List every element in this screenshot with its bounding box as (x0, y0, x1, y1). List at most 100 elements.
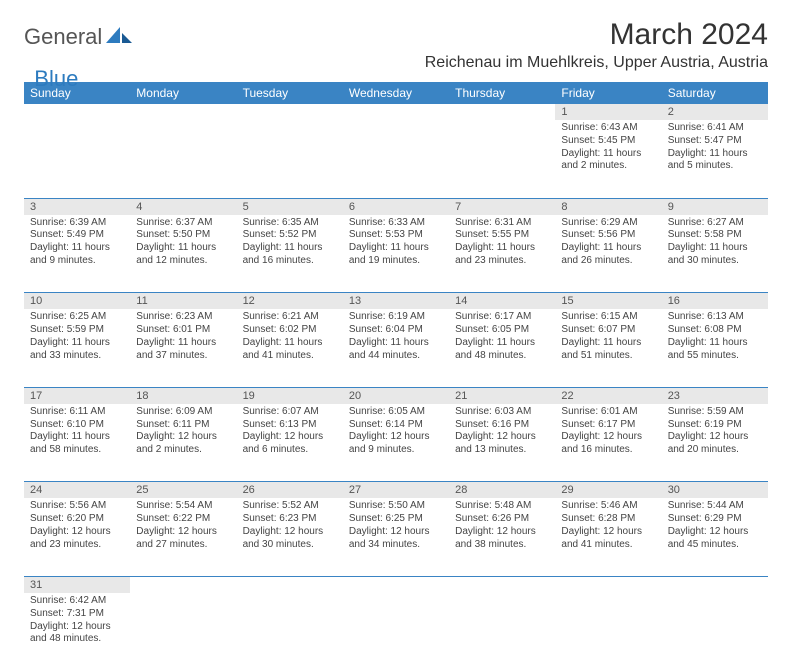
day-header-row: SundayMondayTuesdayWednesdayThursdayFrid… (24, 82, 768, 104)
content-row: Sunrise: 6:43 AMSunset: 5:45 PMDaylight:… (24, 120, 768, 198)
day-cell: Sunrise: 5:52 AMSunset: 6:23 PMDaylight:… (237, 498, 343, 576)
day-content: Sunrise: 6:05 AMSunset: 6:14 PMDaylight:… (343, 404, 449, 461)
day-number-cell: 13 (343, 293, 449, 310)
day-cell: Sunrise: 6:03 AMSunset: 6:16 PMDaylight:… (449, 404, 555, 482)
day-number-cell: 28 (449, 482, 555, 499)
day-number-cell (237, 576, 343, 593)
day-content: Sunrise: 5:52 AMSunset: 6:23 PMDaylight:… (237, 498, 343, 555)
day-content: Sunrise: 5:50 AMSunset: 6:25 PMDaylight:… (343, 498, 449, 555)
day-content: Sunrise: 6:39 AMSunset: 5:49 PMDaylight:… (24, 215, 130, 272)
day-content: Sunrise: 6:43 AMSunset: 5:45 PMDaylight:… (555, 120, 661, 177)
day-number-cell: 22 (555, 387, 661, 404)
title-block: March 2024 Reichenau im Muehlkreis, Uppe… (425, 18, 768, 72)
content-row: Sunrise: 6:25 AMSunset: 5:59 PMDaylight:… (24, 309, 768, 387)
day-cell: Sunrise: 5:46 AMSunset: 6:28 PMDaylight:… (555, 498, 661, 576)
day-content: Sunrise: 6:37 AMSunset: 5:50 PMDaylight:… (130, 215, 236, 272)
day-number-cell: 2 (662, 104, 768, 120)
day-cell: Sunrise: 6:42 AMSunset: 7:31 PMDaylight:… (24, 593, 130, 671)
day-cell: Sunrise: 6:25 AMSunset: 5:59 PMDaylight:… (24, 309, 130, 387)
logo-text-general: General (24, 24, 102, 50)
day-number-cell: 3 (24, 198, 130, 215)
daynum-row: 10111213141516 (24, 293, 768, 310)
day-number-cell: 5 (237, 198, 343, 215)
day-number-cell: 1 (555, 104, 661, 120)
day-content: Sunrise: 6:17 AMSunset: 6:05 PMDaylight:… (449, 309, 555, 366)
day-header: Wednesday (343, 82, 449, 104)
day-cell: Sunrise: 6:05 AMSunset: 6:14 PMDaylight:… (343, 404, 449, 482)
day-number-cell: 26 (237, 482, 343, 499)
page-title: March 2024 (425, 18, 768, 52)
day-content: Sunrise: 5:46 AMSunset: 6:28 PMDaylight:… (555, 498, 661, 555)
day-cell: Sunrise: 6:01 AMSunset: 6:17 PMDaylight:… (555, 404, 661, 482)
day-cell: Sunrise: 6:09 AMSunset: 6:11 PMDaylight:… (130, 404, 236, 482)
day-number-cell: 17 (24, 387, 130, 404)
day-cell: Sunrise: 6:39 AMSunset: 5:49 PMDaylight:… (24, 215, 130, 293)
content-row: Sunrise: 6:39 AMSunset: 5:49 PMDaylight:… (24, 215, 768, 293)
day-cell: Sunrise: 6:17 AMSunset: 6:05 PMDaylight:… (449, 309, 555, 387)
day-number-cell (555, 576, 661, 593)
content-row: Sunrise: 6:42 AMSunset: 7:31 PMDaylight:… (24, 593, 768, 671)
day-number-cell: 10 (24, 293, 130, 310)
day-content: Sunrise: 6:33 AMSunset: 5:53 PMDaylight:… (343, 215, 449, 272)
day-content: Sunrise: 6:09 AMSunset: 6:11 PMDaylight:… (130, 404, 236, 461)
day-cell: Sunrise: 5:50 AMSunset: 6:25 PMDaylight:… (343, 498, 449, 576)
day-cell: Sunrise: 6:13 AMSunset: 6:08 PMDaylight:… (662, 309, 768, 387)
day-number-cell (343, 576, 449, 593)
daynum-row: 3456789 (24, 198, 768, 215)
day-number-cell: 4 (130, 198, 236, 215)
day-number-cell: 23 (662, 387, 768, 404)
day-cell (237, 593, 343, 671)
day-cell (662, 593, 768, 671)
day-content: Sunrise: 5:48 AMSunset: 6:26 PMDaylight:… (449, 498, 555, 555)
day-content: Sunrise: 5:56 AMSunset: 6:20 PMDaylight:… (24, 498, 130, 555)
day-number-cell: 16 (662, 293, 768, 310)
day-cell: Sunrise: 5:44 AMSunset: 6:29 PMDaylight:… (662, 498, 768, 576)
daynum-row: 24252627282930 (24, 482, 768, 499)
day-number-cell: 7 (449, 198, 555, 215)
day-content: Sunrise: 5:54 AMSunset: 6:22 PMDaylight:… (130, 498, 236, 555)
day-number-cell: 21 (449, 387, 555, 404)
day-number-cell (237, 104, 343, 120)
day-content: Sunrise: 6:19 AMSunset: 6:04 PMDaylight:… (343, 309, 449, 366)
day-number-cell: 12 (237, 293, 343, 310)
location-text: Reichenau im Muehlkreis, Upper Austria, … (425, 54, 768, 72)
day-content: Sunrise: 6:27 AMSunset: 5:58 PMDaylight:… (662, 215, 768, 272)
day-content: Sunrise: 6:31 AMSunset: 5:55 PMDaylight:… (449, 215, 555, 272)
day-number-cell (449, 576, 555, 593)
day-number-cell (449, 104, 555, 120)
day-cell (130, 120, 236, 198)
day-content: Sunrise: 6:41 AMSunset: 5:47 PMDaylight:… (662, 120, 768, 177)
day-number-cell (662, 576, 768, 593)
day-cell (555, 593, 661, 671)
day-cell: Sunrise: 6:27 AMSunset: 5:58 PMDaylight:… (662, 215, 768, 293)
day-number-cell (130, 104, 236, 120)
day-number-cell: 6 (343, 198, 449, 215)
day-cell: Sunrise: 5:54 AMSunset: 6:22 PMDaylight:… (130, 498, 236, 576)
day-content: Sunrise: 6:25 AMSunset: 5:59 PMDaylight:… (24, 309, 130, 366)
day-cell: Sunrise: 6:37 AMSunset: 5:50 PMDaylight:… (130, 215, 236, 293)
day-number-cell: 29 (555, 482, 661, 499)
day-content: Sunrise: 6:23 AMSunset: 6:01 PMDaylight:… (130, 309, 236, 366)
day-header: Saturday (662, 82, 768, 104)
day-number-cell: 31 (24, 576, 130, 593)
day-number-cell: 14 (449, 293, 555, 310)
day-number-cell (130, 576, 236, 593)
day-cell: Sunrise: 6:43 AMSunset: 5:45 PMDaylight:… (555, 120, 661, 198)
daynum-row: 17181920212223 (24, 387, 768, 404)
day-number-cell: 30 (662, 482, 768, 499)
day-content: Sunrise: 6:01 AMSunset: 6:17 PMDaylight:… (555, 404, 661, 461)
day-header: Monday (130, 82, 236, 104)
day-cell: Sunrise: 6:33 AMSunset: 5:53 PMDaylight:… (343, 215, 449, 293)
day-cell: Sunrise: 5:48 AMSunset: 6:26 PMDaylight:… (449, 498, 555, 576)
day-number-cell: 15 (555, 293, 661, 310)
day-number-cell: 8 (555, 198, 661, 215)
daynum-row: 31 (24, 576, 768, 593)
day-cell: Sunrise: 6:07 AMSunset: 6:13 PMDaylight:… (237, 404, 343, 482)
day-content: Sunrise: 6:13 AMSunset: 6:08 PMDaylight:… (662, 309, 768, 366)
day-cell: Sunrise: 6:11 AMSunset: 6:10 PMDaylight:… (24, 404, 130, 482)
logo: General (24, 24, 134, 50)
day-cell: Sunrise: 6:19 AMSunset: 6:04 PMDaylight:… (343, 309, 449, 387)
day-number-cell: 18 (130, 387, 236, 404)
day-cell (343, 120, 449, 198)
day-content: Sunrise: 6:11 AMSunset: 6:10 PMDaylight:… (24, 404, 130, 461)
